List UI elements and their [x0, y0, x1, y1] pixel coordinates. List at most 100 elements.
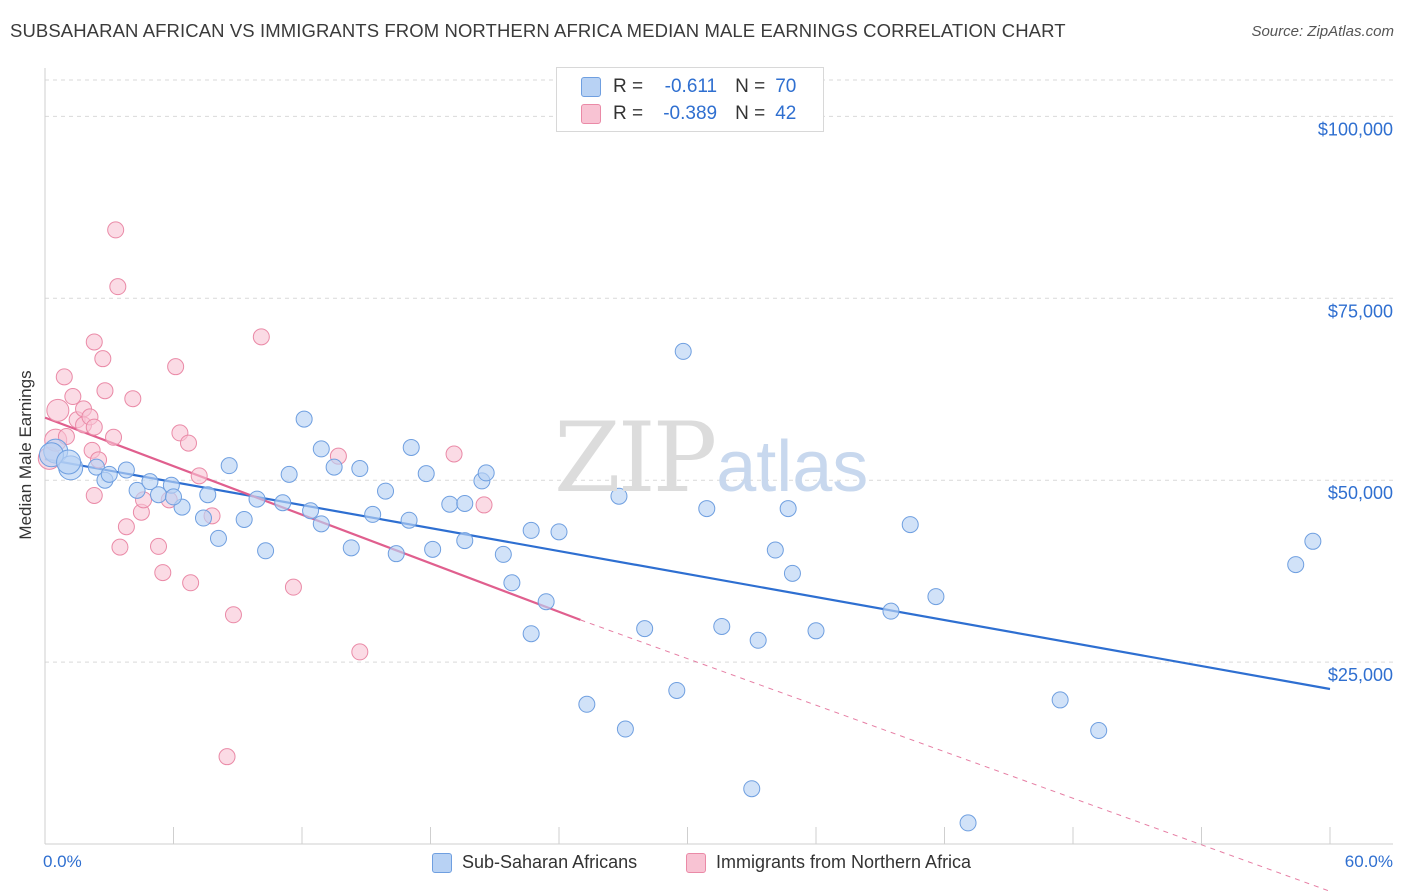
- point-northern-africa: [167, 358, 185, 376]
- point-subsaharan: [387, 545, 405, 563]
- point-northern-africa: [46, 398, 70, 422]
- point-subsaharan: [220, 457, 238, 475]
- legend-swatch-blue: [581, 77, 601, 97]
- legend-r-value: -0.611: [664, 76, 718, 97]
- point-subsaharan: [377, 482, 395, 500]
- point-subsaharan: [424, 540, 442, 558]
- point-subsaharan: [117, 461, 135, 479]
- point-northern-africa: [124, 390, 142, 408]
- point-northern-africa: [57, 428, 75, 446]
- point-subsaharan: [456, 532, 474, 550]
- point-subsaharan: [713, 617, 731, 635]
- trend-line-northern-africa-extension: [580, 619, 1331, 892]
- watermark-zip: ZIP: [554, 402, 717, 514]
- y-tick-label: $100,000: [1318, 119, 1393, 139]
- point-subsaharan: [248, 490, 266, 508]
- point-northern-africa: [445, 445, 463, 463]
- point-northern-africa: [150, 537, 168, 555]
- point-subsaharan: [783, 564, 801, 582]
- y-tick-labels: $25,000 $50,000 $75,000 $100,000: [1318, 119, 1393, 685]
- point-subsaharan: [766, 541, 784, 559]
- point-subsaharan: [402, 438, 420, 456]
- point-northern-africa: [224, 606, 242, 624]
- point-subsaharan: [351, 460, 369, 478]
- point-subsaharan: [274, 494, 292, 512]
- point-subsaharan: [698, 500, 716, 518]
- data-points: [37, 221, 1322, 832]
- point-subsaharan: [578, 695, 596, 713]
- point-northern-africa: [55, 368, 73, 386]
- point-subsaharan: [807, 622, 825, 640]
- point-subsaharan: [312, 515, 330, 533]
- point-subsaharan: [194, 509, 212, 527]
- point-subsaharan: [749, 631, 767, 649]
- chart-title: SUBSAHARAN AFRICAN VS IMMIGRANTS FROM NO…: [10, 20, 1066, 41]
- y-axis-label: Median Male Earnings: [16, 370, 35, 540]
- point-northern-africa: [179, 434, 197, 452]
- point-northern-africa: [64, 388, 82, 406]
- stats-legend: R = -0.611 N = 70 R = -0.389 N = 42: [556, 67, 824, 132]
- x-tick-label-min: 0.0%: [43, 852, 82, 871]
- point-subsaharan: [141, 473, 159, 491]
- bottom-legend-subsaharan: Sub-Saharan Africans: [432, 852, 637, 873]
- point-subsaharan: [56, 449, 82, 475]
- point-subsaharan: [100, 465, 118, 483]
- point-subsaharan: [325, 458, 343, 476]
- point-subsaharan: [280, 465, 298, 483]
- point-subsaharan: [400, 511, 418, 529]
- legend-r-value: -0.389: [663, 103, 718, 124]
- point-subsaharan: [1287, 556, 1305, 574]
- legend-n-value: 42: [775, 103, 797, 124]
- point-subsaharan: [477, 464, 495, 482]
- point-subsaharan: [364, 505, 382, 523]
- point-subsaharan: [503, 574, 521, 592]
- legend-n-label: N =: [735, 76, 766, 97]
- point-northern-africa: [85, 333, 103, 351]
- point-subsaharan: [901, 516, 919, 534]
- legend-r-label: R =: [613, 103, 644, 124]
- point-subsaharan: [494, 545, 512, 563]
- point-northern-africa: [154, 564, 172, 582]
- watermark: ZIPatlas: [554, 402, 868, 514]
- point-subsaharan: [87, 458, 105, 476]
- x-tick-label-max: 60.0%: [1344, 852, 1393, 871]
- point-subsaharan: [636, 620, 654, 638]
- point-northern-africa: [475, 496, 493, 514]
- point-subsaharan: [959, 814, 977, 832]
- point-northern-africa: [94, 350, 112, 368]
- point-subsaharan: [1090, 721, 1108, 739]
- point-subsaharan: [610, 487, 628, 505]
- point-subsaharan: [342, 539, 360, 557]
- point-subsaharan: [882, 602, 900, 620]
- point-subsaharan: [302, 502, 320, 520]
- legend-n-label: N =: [735, 103, 766, 124]
- point-subsaharan: [522, 625, 540, 643]
- point-northern-africa: [96, 382, 114, 400]
- point-northern-africa: [218, 748, 236, 766]
- point-subsaharan: [417, 465, 435, 483]
- point-subsaharan: [165, 488, 182, 506]
- point-subsaharan: [550, 523, 568, 541]
- point-northern-africa: [107, 221, 125, 239]
- point-subsaharan: [537, 593, 555, 611]
- point-northern-africa: [284, 578, 302, 596]
- y-tick-label: $25,000: [1328, 665, 1393, 685]
- point-subsaharan: [295, 410, 313, 428]
- point-subsaharan: [456, 494, 474, 512]
- point-subsaharan: [312, 440, 330, 458]
- point-subsaharan: [1051, 691, 1069, 709]
- point-northern-africa: [111, 538, 129, 556]
- point-northern-africa: [85, 418, 103, 436]
- point-subsaharan: [522, 521, 540, 539]
- point-northern-africa: [117, 518, 135, 536]
- point-subsaharan: [209, 529, 227, 547]
- y-tick-label: $75,000: [1328, 301, 1393, 321]
- point-northern-africa: [85, 486, 103, 504]
- point-northern-africa: [190, 467, 208, 485]
- legend-row-subsaharan: R = -0.611 N = 70: [581, 75, 796, 99]
- point-subsaharan: [616, 720, 634, 738]
- legend-n-value: 70: [775, 76, 797, 97]
- source-credit: Source: ZipAtlas.com: [1251, 23, 1394, 40]
- point-northern-africa: [182, 574, 200, 592]
